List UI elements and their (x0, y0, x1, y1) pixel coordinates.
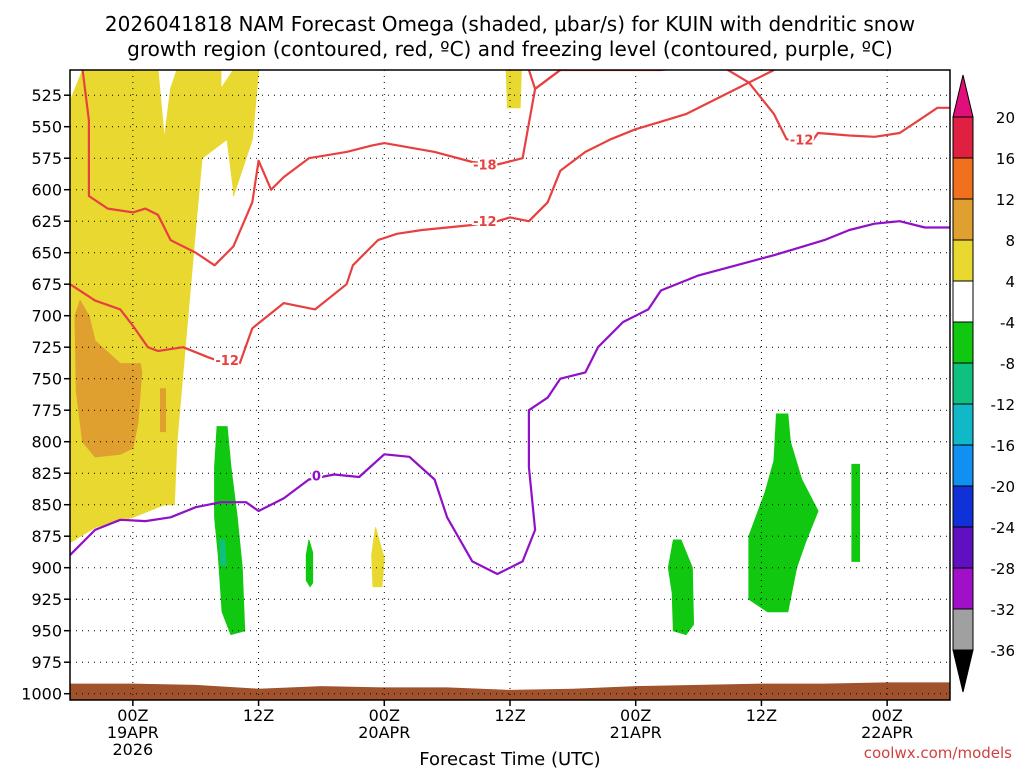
colorbar-band-4 (952, 280, 974, 323)
x-tick-label-6-1: 22APR (861, 723, 913, 742)
colorbar-band-7 (952, 403, 974, 446)
colorbar-label-10: -24 (991, 519, 1016, 537)
y-tick-label-11: 800 (31, 433, 62, 452)
y-tick-label-1: 550 (31, 118, 62, 137)
colorbar-label-3: 8 (1005, 232, 1015, 250)
y-tick-label-12: 825 (31, 464, 62, 483)
y-tick-label-9: 750 (31, 370, 62, 389)
contours: -18 -12 -12 -12 0 (70, 70, 950, 576)
y-tick-label-0: 525 (31, 86, 62, 105)
omega-region-4 (160, 388, 166, 433)
omega-region-5 (214, 426, 246, 636)
omega-region-3 (74, 299, 143, 458)
contour-label-4: 0 (312, 470, 321, 485)
colorbar-label-11: -28 (991, 560, 1016, 578)
x-tick-label-1-0: 12Z (243, 706, 274, 725)
x-tick-label-0-2: 2026 (112, 740, 153, 759)
y-tick-label-2: 575 (31, 149, 62, 168)
colorbar-band-10 (952, 526, 974, 569)
colorbar-label-5: -4 (1000, 314, 1015, 332)
y-tick-label-10: 775 (31, 401, 62, 420)
y-tick-label-5: 650 (31, 244, 62, 263)
x-tick-label-2-0: 00Z (369, 706, 400, 725)
colorbar: 20 16 12 8 4 -4 -8 -12 -16 -20 -24 -28 -32 -36 (952, 74, 1016, 693)
omega-region-9 (748, 413, 819, 613)
omega-region-10 (851, 463, 860, 562)
x-tick-label-2-1: 20APR (358, 723, 410, 742)
colorbar-band-9 (952, 485, 974, 528)
x-tick-label-0-0: 00Z (117, 706, 148, 725)
ground-layer (70, 682, 950, 700)
contour-line-1 (527, 70, 950, 143)
x-tick-label-6-0: 00Z (871, 706, 902, 725)
contour-label-2: -12 (215, 354, 239, 369)
colorbar-bottom-arrow (952, 649, 974, 693)
colorbar-band-8 (952, 444, 974, 487)
y-tick-label-8: 725 (31, 338, 62, 357)
colorbar-band-5 (952, 321, 974, 364)
credit-text: coolwx.com/models (864, 744, 1012, 762)
chart-title-line-1: 2026041818 NAM Forecast Omega (shaded, μ… (105, 12, 915, 36)
x-axis-label: Forecast Time (UTC) (419, 749, 600, 768)
colorbar-band-6 (952, 362, 974, 405)
omega-region-8 (667, 539, 695, 636)
x-tick-label-4-1: 21APR (610, 723, 662, 742)
colorbar-label-7: -12 (991, 396, 1016, 414)
x-tick-label-4-0: 00Z (620, 706, 651, 725)
colorbar-label-0: 20 (996, 109, 1015, 127)
colorbar-top-arrow (952, 74, 974, 118)
y-tick-label-4: 625 (31, 212, 62, 231)
y-tick-label-7: 700 (31, 307, 62, 326)
contour-line-3 (238, 70, 775, 364)
y-tick-label-6: 675 (31, 275, 62, 294)
colorbar-label-6: -8 (1000, 355, 1015, 373)
contour-line-4 (70, 220, 950, 576)
colorbar-band-3 (952, 239, 974, 282)
y-tick-label-3: 600 (31, 181, 62, 200)
x-tick-label-5-0: 12Z (746, 706, 777, 725)
y-tick-label-13: 850 (31, 496, 62, 515)
colorbar-label-13: -36 (991, 642, 1016, 660)
plot-background (70, 70, 950, 700)
y-tick-label-17: 950 (31, 622, 62, 641)
colorbar-band-11 (952, 567, 974, 610)
omega-region-7 (305, 539, 314, 588)
colorbar-label-8: -16 (991, 437, 1016, 455)
omega-region-6 (219, 539, 227, 566)
y-tick-label-15: 900 (31, 559, 62, 578)
y-axis: 525 550 575 600 625 650 675 700 725 750 775 800 825 8… (21, 86, 70, 704)
colorbar-label-9: -20 (991, 478, 1016, 496)
omega-shading (70, 70, 860, 636)
colorbar-band-2 (952, 198, 974, 241)
contour-line-0 (81, 70, 561, 267)
contour-label-0: -18 (473, 159, 497, 174)
chart-title: 2026041818 NAM Forecast Omega (shaded, μ… (105, 12, 915, 61)
contour-label-3: -12 (473, 215, 497, 230)
omega-region-2 (371, 527, 385, 588)
colorbar-label-2: 12 (996, 191, 1015, 209)
colorbar-band-12 (952, 608, 974, 651)
chart-title-line-2: growth region (contoured, red, ºC) and f… (127, 37, 893, 61)
x-tick-label-0-1: 19APR (107, 723, 159, 742)
y-tick-label-14: 875 (31, 527, 62, 546)
colorbar-label-4: 4 (1005, 273, 1015, 291)
contour-line-2 (70, 283, 241, 368)
x-tick-label-3-0: 12Z (494, 706, 525, 725)
ground-fill (70, 682, 950, 700)
omega-region-1 (505, 70, 522, 109)
y-tick-label-16: 925 (31, 590, 62, 609)
y-tick-label-18: 975 (31, 653, 62, 672)
colorbar-band-0 (952, 116, 974, 159)
y-tick-label-19: 1000 (21, 685, 62, 704)
colorbar-label-12: -32 (991, 601, 1016, 619)
contour-label-1: -12 (790, 133, 814, 148)
colorbar-band-1 (952, 157, 974, 200)
colorbar-label-1: 16 (996, 150, 1015, 168)
